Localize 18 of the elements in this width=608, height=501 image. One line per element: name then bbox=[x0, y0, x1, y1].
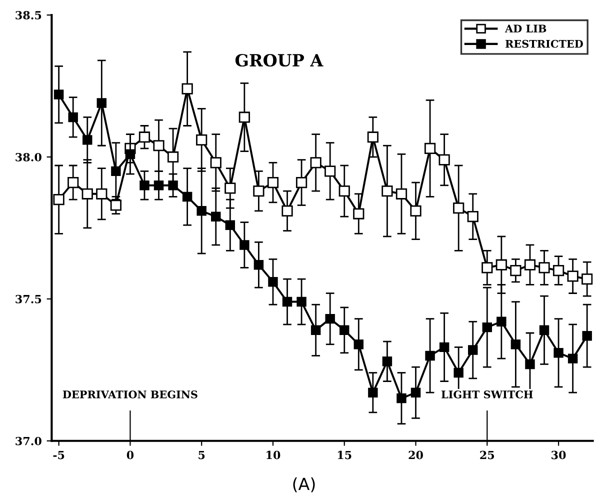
y-tick-label: 38.0 bbox=[16, 152, 42, 162]
text: GROUP A bbox=[235, 54, 324, 67]
legend-label: AD LIB bbox=[504, 24, 546, 32]
x-tick-label: 15 bbox=[338, 450, 352, 460]
x-tick-label: 25 bbox=[480, 450, 494, 460]
x-tick-label: 10 bbox=[266, 450, 280, 460]
x-tick-label: 0 bbox=[126, 450, 134, 460]
x-tick-label: 5 bbox=[198, 450, 205, 460]
legend-label: RESTRICTED bbox=[505, 40, 583, 48]
text: (A) bbox=[293, 477, 315, 492]
x-tick-label: -5 bbox=[53, 450, 64, 460]
x-tick-label: 30 bbox=[552, 450, 566, 460]
y-tick-label: 38.5 bbox=[16, 11, 42, 20]
ref-line-label: DEPRIVATION BEGINS bbox=[62, 390, 198, 398]
y-tick-label: 37.5 bbox=[16, 294, 42, 304]
ref-line-label: LIGHT SWITCH bbox=[441, 390, 533, 398]
y-tick-label: 37.0 bbox=[16, 436, 42, 446]
x-tick-label: 20 bbox=[408, 450, 423, 460]
